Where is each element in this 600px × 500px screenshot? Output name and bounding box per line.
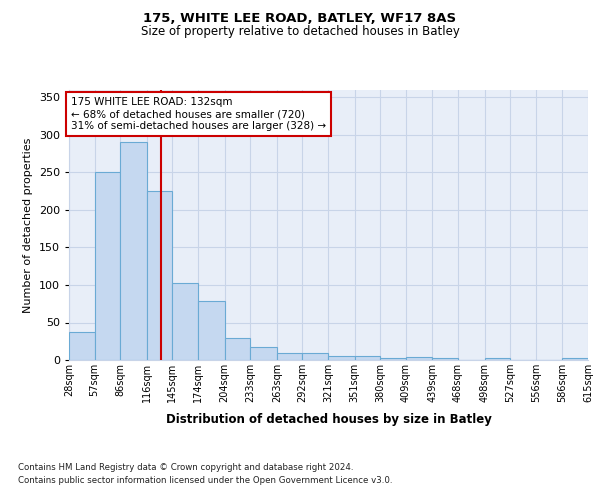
Bar bbox=[172, 282, 198, 360]
Bar bbox=[95, 172, 120, 360]
Bar bbox=[69, 332, 95, 360]
Bar bbox=[562, 358, 588, 360]
Text: 175, WHITE LEE ROAD, BATLEY, WF17 8AS: 175, WHITE LEE ROAD, BATLEY, WF17 8AS bbox=[143, 12, 457, 26]
Bar bbox=[485, 358, 510, 360]
Bar bbox=[406, 357, 433, 360]
Text: Contains public sector information licensed under the Open Government Licence v3: Contains public sector information licen… bbox=[18, 476, 392, 485]
Y-axis label: Number of detached properties: Number of detached properties bbox=[23, 138, 33, 312]
Text: Distribution of detached houses by size in Batley: Distribution of detached houses by size … bbox=[166, 412, 492, 426]
Bar bbox=[120, 142, 147, 360]
Bar bbox=[250, 346, 277, 360]
Bar bbox=[277, 352, 302, 360]
Bar bbox=[433, 358, 458, 360]
Bar bbox=[328, 356, 355, 360]
Text: Size of property relative to detached houses in Batley: Size of property relative to detached ho… bbox=[140, 25, 460, 38]
Bar bbox=[302, 352, 328, 360]
Text: Contains HM Land Registry data © Crown copyright and database right 2024.: Contains HM Land Registry data © Crown c… bbox=[18, 462, 353, 471]
Bar bbox=[355, 356, 380, 360]
Bar bbox=[380, 358, 406, 360]
Bar bbox=[198, 300, 224, 360]
Bar bbox=[224, 338, 250, 360]
Text: 175 WHITE LEE ROAD: 132sqm
← 68% of detached houses are smaller (720)
31% of sem: 175 WHITE LEE ROAD: 132sqm ← 68% of deta… bbox=[71, 98, 326, 130]
Bar bbox=[147, 191, 172, 360]
